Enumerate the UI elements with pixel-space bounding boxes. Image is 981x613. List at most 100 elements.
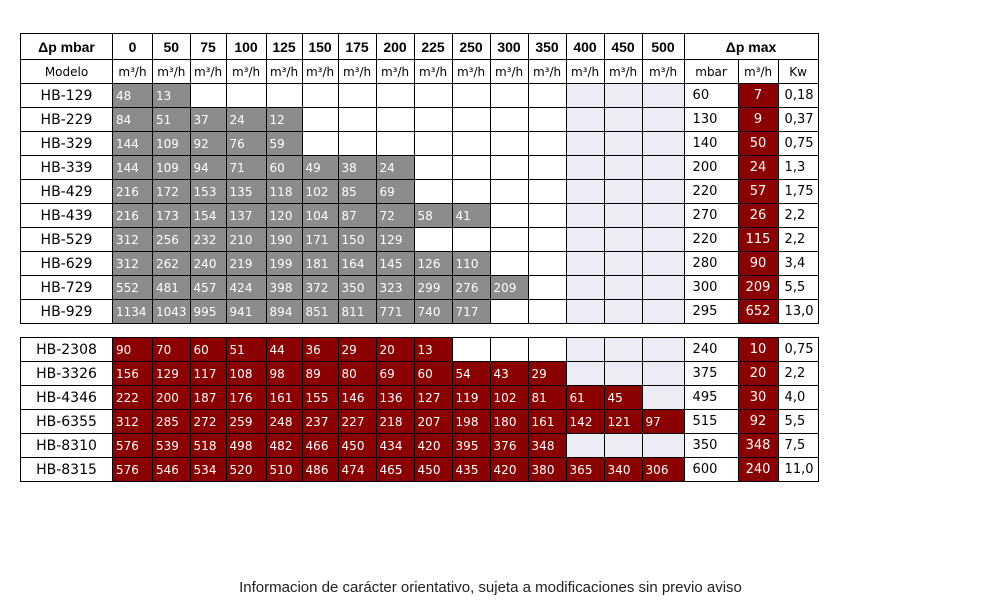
flow-unit-label: m³/h <box>527 59 567 84</box>
flow-value: 119 <box>451 385 491 410</box>
empty-cell <box>641 361 685 386</box>
flow-unit-label: m³/h <box>337 59 377 84</box>
flow-value: 210 <box>225 227 267 252</box>
model-name: HB-8310 <box>20 433 113 458</box>
flow-value: 90 <box>112 337 153 362</box>
flow-value: 97 <box>641 409 685 434</box>
empty-cell <box>451 227 491 252</box>
power-value: 4,0 <box>777 385 819 410</box>
empty-cell <box>375 131 415 156</box>
empty-cell <box>527 275 567 300</box>
pressure-header: 175 <box>337 33 377 60</box>
flow-value: 450 <box>337 433 377 458</box>
pressure-header: 100 <box>225 33 267 60</box>
flow-value: 92 <box>189 131 227 156</box>
flow-value: 70 <box>152 337 191 362</box>
flow-unit-label: m³/h <box>112 59 153 84</box>
pressure-header: 125 <box>265 33 303 60</box>
model-name: HB-2308 <box>20 337 113 362</box>
max-flow-value: 26 <box>737 203 779 228</box>
flow-value: 216 <box>112 203 153 228</box>
flow-value: 200 <box>152 385 191 410</box>
performance-table: Δp mbar 0 50 75 100 125 150 175 200 225 250 300 350 4… <box>20 33 819 482</box>
max-flow-value: 10 <box>737 337 779 362</box>
flow-unit-label: m³/h <box>189 59 227 84</box>
flow-value: 576 <box>112 457 153 482</box>
empty-cell <box>641 107 685 132</box>
empty-cell <box>603 275 643 300</box>
flow-value: 207 <box>413 409 453 434</box>
empty-cell <box>565 107 605 132</box>
empty-cell <box>413 107 453 132</box>
model-column-label: Modelo <box>20 59 113 84</box>
flow-value: 510 <box>265 457 303 482</box>
flow-value: 59 <box>265 131 303 156</box>
empty-cell <box>527 337 567 362</box>
flow-unit-label: m³/h <box>737 59 779 84</box>
table-row: HB-8310 576 539 518 498 482 466 450 434 420 395 376… <box>20 433 819 458</box>
model-name: HB-6355 <box>20 409 113 434</box>
empty-cell <box>451 155 491 180</box>
flow-value: 29 <box>527 361 567 386</box>
flow-value: 13 <box>413 337 453 362</box>
empty-cell <box>301 131 339 156</box>
flow-value: 37 <box>189 107 227 132</box>
empty-cell <box>565 337 605 362</box>
flow-value: 771 <box>375 299 415 324</box>
empty-cell <box>413 131 453 156</box>
flow-value: 552 <box>112 275 153 300</box>
flow-value: 126 <box>413 251 453 276</box>
flow-value: 420 <box>413 433 453 458</box>
table-row: HB-929 1134 1043 995 941 894 851 811 771 740 717 29… <box>20 299 819 324</box>
flow-unit-label: m³/h <box>641 59 685 84</box>
power-value: 7,5 <box>777 433 819 458</box>
flow-value: 43 <box>489 361 529 386</box>
model-name: HB-529 <box>20 227 113 252</box>
empty-cell <box>603 227 643 252</box>
table-row: HB-729 552 481 457 424 398 372 350 323 299 276 209 3… <box>20 275 819 300</box>
flow-value: 146 <box>337 385 377 410</box>
flow-value: 58 <box>413 203 453 228</box>
empty-cell <box>565 227 605 252</box>
flow-value: 69 <box>375 361 415 386</box>
flow-value: 87 <box>337 203 377 228</box>
flow-value: 276 <box>451 275 491 300</box>
dp-mbar-header: Δp mbar <box>20 33 113 60</box>
flow-value: 49 <box>301 155 339 180</box>
empty-cell <box>641 433 685 458</box>
flow-value: 44 <box>265 337 303 362</box>
group-separator <box>21 324 819 338</box>
flow-value: 380 <box>527 457 567 482</box>
empty-cell <box>451 179 491 204</box>
flow-value: 129 <box>375 227 415 252</box>
empty-cell <box>225 83 267 108</box>
empty-cell <box>641 131 685 156</box>
max-flow-value: 24 <box>737 155 779 180</box>
empty-cell <box>603 251 643 276</box>
flow-value: 576 <box>112 433 153 458</box>
flow-value: 24 <box>225 107 267 132</box>
power-value: 1,3 <box>777 155 819 180</box>
empty-cell <box>413 227 453 252</box>
flow-value: 109 <box>152 155 191 180</box>
flow-value: 94 <box>189 155 227 180</box>
empty-cell <box>565 83 605 108</box>
empty-cell <box>375 107 415 132</box>
pressure-header: 250 <box>451 33 491 60</box>
flow-value: 108 <box>225 361 267 386</box>
flow-value: 457 <box>189 275 227 300</box>
empty-cell <box>413 179 453 204</box>
dp-max-header: Δp max <box>683 33 819 60</box>
flow-value: 262 <box>152 251 191 276</box>
flow-value: 398 <box>265 275 303 300</box>
flow-value: 218 <box>375 409 415 434</box>
power-value: 0,37 <box>777 107 819 132</box>
power-value: 13,0 <box>777 299 819 324</box>
flow-value: 450 <box>413 457 453 482</box>
empty-cell <box>641 227 685 252</box>
flow-value: 482 <box>265 433 303 458</box>
max-flow-value: 348 <box>737 433 779 458</box>
flow-value: 259 <box>225 409 267 434</box>
empty-cell <box>565 275 605 300</box>
flow-value: 135 <box>225 179 267 204</box>
